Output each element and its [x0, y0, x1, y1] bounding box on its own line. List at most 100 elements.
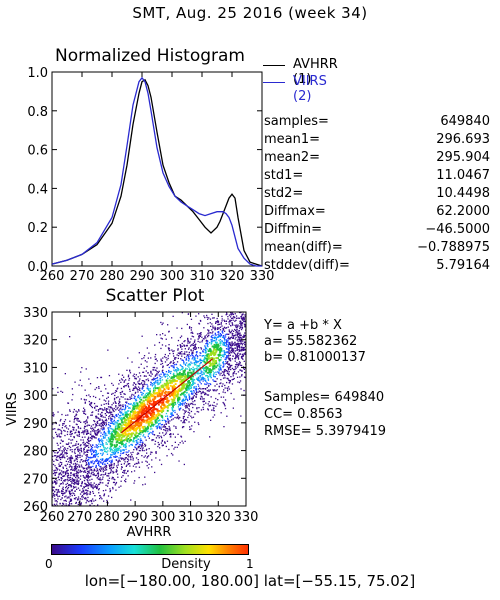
scatter-point	[215, 334, 217, 336]
scatter-point	[113, 407, 115, 410]
scatter-point	[89, 506, 90, 507]
scatter-point	[240, 324, 242, 326]
scatter-point	[194, 368, 196, 370]
scatter-point	[220, 334, 222, 336]
scatter-point	[55, 455, 57, 457]
scatter-point	[245, 326, 246, 328]
scatter-point	[182, 383, 185, 386]
scatter-point	[68, 490, 70, 492]
scatter-point	[202, 364, 204, 366]
scatter-point	[180, 407, 182, 409]
scatter-point	[213, 336, 215, 339]
scatter-point	[138, 444, 141, 446]
scatter-point	[102, 467, 104, 469]
scatter-point	[75, 481, 77, 483]
scatter-point	[165, 423, 167, 425]
scatter-point	[87, 451, 89, 453]
scatter-point	[218, 353, 221, 356]
scatter-point	[101, 424, 104, 426]
scatter-point	[131, 425, 134, 428]
scatter-point	[198, 380, 200, 382]
scatter-point	[132, 387, 135, 389]
scatter-point	[108, 430, 110, 432]
scatter-point	[78, 432, 81, 434]
scatter-point	[92, 490, 94, 493]
scatter-point	[217, 343, 220, 346]
scatter-point	[124, 439, 126, 441]
scatter-point	[98, 424, 100, 426]
scatter-point	[177, 406, 180, 408]
scatter-point	[200, 352, 202, 354]
scatter-point	[243, 349, 245, 351]
scatter-point	[99, 423, 101, 425]
scatter-point	[148, 352, 150, 354]
scatter-point	[203, 403, 205, 406]
scatter-point	[61, 453, 63, 455]
scatter-point	[119, 401, 121, 403]
scatter-point	[52, 484, 53, 487]
scatter-point	[93, 436, 96, 438]
scatter-point	[230, 313, 232, 315]
scatter-point	[147, 467, 150, 469]
scatter-point	[223, 426, 225, 428]
scatter-point	[87, 476, 89, 478]
scatter-point	[184, 394, 186, 396]
scatter-point	[162, 369, 164, 371]
scatter-point	[206, 353, 209, 356]
scatter-point	[147, 423, 150, 426]
scatter-point	[189, 371, 191, 374]
scatter-point	[197, 378, 199, 380]
scatter-point	[75, 467, 78, 470]
scatter-point	[204, 356, 206, 358]
scatter-point	[77, 483, 79, 486]
scatter-point	[92, 444, 94, 447]
scatter-point	[133, 402, 135, 404]
scatter-point	[242, 349, 244, 351]
scatter-point	[191, 368, 193, 371]
scatter-point	[205, 351, 207, 354]
scatter-point	[157, 383, 159, 385]
scatter-point	[151, 459, 153, 461]
scatter-point	[151, 466, 153, 468]
scatter-point	[89, 457, 91, 459]
scatter-point	[221, 307, 222, 308]
scatter-point	[223, 344, 226, 346]
scatter-point	[207, 409, 209, 411]
scatter-point	[188, 364, 191, 366]
scatter-point	[57, 489, 60, 491]
scatter-point	[177, 433, 179, 435]
scatter-point	[70, 498, 72, 501]
scatter-point	[74, 462, 76, 465]
scatter-point	[150, 375, 152, 377]
scatter-point	[173, 361, 175, 364]
scatter-point	[153, 401, 156, 403]
scatter-point	[185, 392, 188, 394]
scatter-title: Scatter Plot	[105, 286, 205, 306]
scatter-point	[101, 459, 104, 461]
scatter-point	[229, 366, 231, 368]
scatter-point	[226, 366, 229, 368]
scatter-point	[220, 350, 223, 353]
scatter-point	[178, 418, 180, 420]
scatter-point	[114, 425, 117, 427]
scatter-point	[145, 414, 148, 417]
scatter-point	[194, 362, 196, 364]
scatter-point	[179, 351, 181, 353]
scatter-point	[239, 376, 241, 378]
scatter-point	[184, 353, 186, 355]
scatter-point	[64, 471, 66, 474]
scatter-point	[218, 323, 221, 325]
scatter-point	[134, 436, 137, 439]
scatter-point	[158, 410, 161, 412]
scatter-point	[241, 356, 243, 358]
scatter-point	[241, 318, 243, 320]
scatter-point	[171, 419, 173, 421]
scatter-point	[188, 408, 190, 410]
scatter-point	[202, 378, 204, 380]
scatter-point	[149, 402, 151, 405]
scatter-point	[207, 322, 209, 325]
scatter-point	[93, 486, 95, 488]
scatter-point	[212, 345, 215, 348]
scatter-point	[176, 354, 178, 356]
scatter-point	[160, 426, 162, 428]
